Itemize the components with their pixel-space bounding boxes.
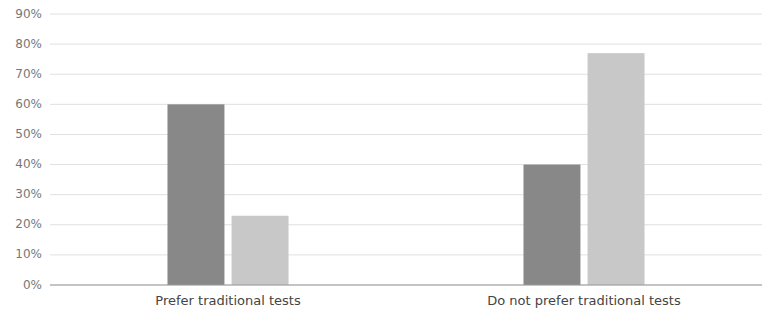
grid-line <box>50 104 762 105</box>
y-tick-label: 90% <box>15 7 42 21</box>
y-tick-label: 30% <box>15 187 42 201</box>
y-tick-label: 50% <box>15 127 42 141</box>
y-tick-label: 10% <box>15 247 42 261</box>
grid-line <box>50 164 762 165</box>
grid-line <box>50 134 762 135</box>
x-axis-line <box>50 285 762 286</box>
bar <box>588 53 645 285</box>
x-tick-label: Do not prefer traditional tests <box>487 293 681 308</box>
y-tick-label: 60% <box>15 97 42 111</box>
bar <box>232 216 289 285</box>
bar <box>167 104 224 285</box>
grid-line <box>50 14 762 15</box>
chart-container: 0% 10% 20% 30% 40% 50% 60% 70% 80% 90% Prefer trad… <box>0 0 776 319</box>
grid-line <box>50 224 762 225</box>
bar <box>523 165 580 285</box>
grid-line <box>50 285 762 286</box>
bars <box>167 53 644 285</box>
y-tick-label: 20% <box>15 217 42 231</box>
y-tick-label: 40% <box>15 157 42 171</box>
x-tick-label: Prefer traditional tests <box>155 293 301 308</box>
y-tick-label: 0% <box>23 278 42 292</box>
grid-line <box>50 74 762 75</box>
chart-svg: 0% 10% 20% 30% 40% 50% 60% 70% 80% 90% Prefer trad… <box>0 0 776 319</box>
grid-line <box>50 44 762 45</box>
y-tick-label: 80% <box>15 37 42 51</box>
grid <box>50 14 762 285</box>
grid-line <box>50 254 762 255</box>
y-tick-label: 70% <box>15 67 42 81</box>
x-axis: Prefer traditional tests Do not prefer tr… <box>50 285 762 308</box>
y-axis: 0% 10% 20% 30% 40% 50% 60% 70% 80% 90% <box>15 7 42 292</box>
grid-line <box>50 194 762 195</box>
